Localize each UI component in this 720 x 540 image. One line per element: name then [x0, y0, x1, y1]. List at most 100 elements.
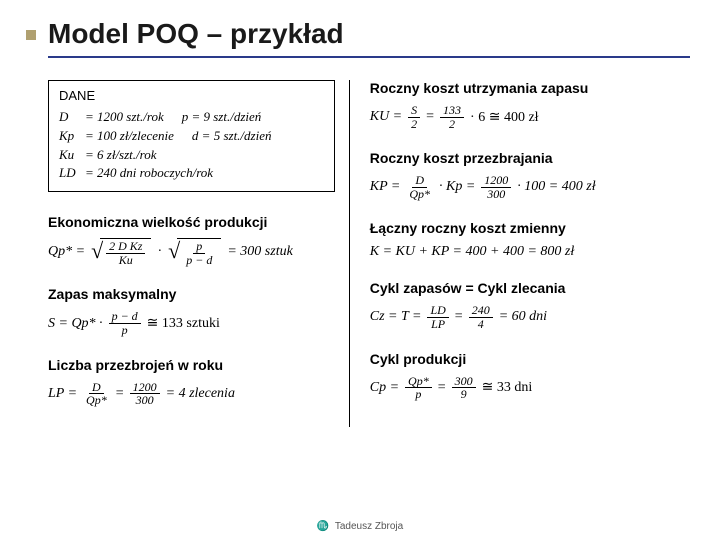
data-value: = 240 dni roboczych/rok: [85, 164, 213, 183]
data-row: D = 1200 szt./rok p = 9 szt./dzień: [59, 108, 324, 127]
content-columns: DANE D = 1200 szt./rok p = 9 szt./dzień …: [48, 80, 690, 427]
fraction: 240 4: [469, 304, 493, 330]
fraction: 2 D Kz Ku: [106, 240, 145, 266]
formula-rhs: ≅ 133 sztuki: [147, 315, 220, 332]
section-total-cost: Łączny roczny koszt zmienny K = KU + KP …: [370, 220, 690, 260]
frac-num: 2 D Kz: [106, 240, 145, 254]
formula-rhs: = 4 zlecenia: [166, 386, 235, 402]
data-symbol: Kp: [59, 127, 85, 146]
fraction: 1200 300: [130, 381, 160, 407]
formula-expr: K = KU + KP = 400 + 400 = 800 zł: [370, 244, 575, 260]
formula-production-cycle: Cp = Qp* p = 300 9 ≅ 33 dni: [370, 375, 690, 401]
frac-num: 240: [469, 304, 493, 318]
frac-den: Ku: [116, 254, 136, 267]
data-row: LD = 240 dni roboczych/rok: [59, 164, 324, 183]
fraction: S 2: [408, 104, 420, 130]
formula-lhs: Qp* =: [48, 244, 85, 260]
data-value: = 100 zł/zlecenie: [85, 127, 174, 146]
frac-den: LP: [428, 318, 448, 331]
formula-setup-cost: KP = D Qp* · Kp = 1200 300 · 100 = 400 z…: [370, 174, 690, 200]
formula-lhs: LP =: [48, 386, 77, 402]
frac-den: 300: [484, 188, 508, 201]
section-heading: Cykl produkcji: [370, 351, 690, 367]
frac-den: 2: [446, 118, 458, 131]
data-value: = 6 zł/szt./rok: [85, 146, 157, 165]
frac-den: 300: [133, 394, 157, 407]
frac-num: 1200: [481, 174, 511, 188]
formula-holding-cost: KU = S 2 = 133 2 · 6 ≅ 400 zł: [370, 104, 690, 130]
section-heading: Zapas maksymalny: [48, 286, 335, 302]
fraction: D Qp*: [83, 381, 110, 407]
frac-den: Qp*: [83, 394, 110, 407]
frac-den: p: [412, 388, 424, 401]
section-heading: Roczny koszt utrzymania zapasu: [370, 80, 690, 96]
title-bar: Model POQ – przykład: [48, 18, 690, 58]
data-box: DANE D = 1200 szt./rok p = 9 szt./dzień …: [48, 80, 335, 192]
formula-total-cost: K = KU + KP = 400 + 400 = 800 zł: [370, 244, 690, 260]
data-symbol: LD: [59, 164, 85, 183]
formula-max-stock: S = Qp* · p − d p ≅ 133 sztuki: [48, 310, 335, 336]
formula-rhs: · 6 ≅ 400 zł: [470, 109, 539, 126]
section-setups: Liczba przezbrojeń w roku LP = D Qp* = 1…: [48, 357, 335, 407]
frac-den: 2: [408, 118, 420, 131]
fraction: 133 2: [440, 104, 464, 130]
data-extra: d = 5 szt./dzień: [192, 127, 272, 146]
data-heading: DANE: [59, 87, 324, 106]
formula-rhs: = 60 dni: [499, 309, 547, 325]
section-production-cycle: Cykl produkcji Cp = Qp* p = 300 9 ≅ 33 d…: [370, 351, 690, 401]
formula-lhs: KP =: [370, 179, 401, 195]
fraction: LD LP: [427, 304, 448, 330]
data-symbol: D: [59, 108, 85, 127]
footer: ♏ Tadeusz Zbroja: [0, 521, 720, 532]
fraction: 1200 300: [481, 174, 511, 200]
fraction: p p − d: [183, 240, 215, 266]
sqrt-icon: 2 D Kz Ku: [91, 238, 151, 266]
frac-num: LD: [427, 304, 448, 318]
formula-rhs: = 300 sztuk: [227, 244, 292, 260]
fraction: D Qp*: [406, 174, 433, 200]
frac-num: 300: [452, 375, 476, 389]
fraction: 300 9: [452, 375, 476, 401]
frac-num: p − d: [109, 310, 141, 324]
data-row: Ku = 6 zł/szt./rok: [59, 146, 324, 165]
section-heading: Liczba przezbrojeń w roku: [48, 357, 335, 373]
sqrt-icon: p p − d: [168, 238, 221, 266]
frac-num: Qp*: [405, 375, 432, 389]
slide-title: Model POQ – przykład: [48, 18, 690, 50]
frac-num: D: [89, 381, 104, 395]
frac-den: 4: [475, 318, 487, 331]
data-extra: p = 9 szt./dzień: [182, 108, 262, 127]
formula-cycle-stock: Cz = T = LD LP = 240 4 = 60 dni: [370, 304, 690, 330]
slide: Model POQ – przykład DANE D = 1200 szt./…: [0, 0, 720, 540]
formula-mid: · Kp =: [439, 179, 475, 195]
frac-den: p: [119, 324, 131, 337]
frac-num: 1200: [130, 381, 160, 395]
fraction: p − d p: [109, 310, 141, 336]
right-column: Roczny koszt utrzymania zapasu KU = S 2 …: [350, 80, 690, 427]
section-heading: Cykl zapasów = Cykl zlecania: [370, 280, 690, 296]
formula-setups: LP = D Qp* = 1200 300 = 4 zlecenia: [48, 381, 335, 407]
left-column: DANE D = 1200 szt./rok p = 9 szt./dzień …: [48, 80, 350, 427]
section-cycle-stock: Cykl zapasów = Cykl zlecania Cz = T = LD…: [370, 280, 690, 330]
section-epq: Ekonomiczna wielkość produkcji Qp* = 2 D…: [48, 214, 335, 266]
section-max-stock: Zapas maksymalny S = Qp* · p − d p ≅ 133…: [48, 286, 335, 336]
section-heading: Ekonomiczna wielkość produkcji: [48, 214, 335, 230]
formula-lhs: Cz = T =: [370, 309, 422, 325]
formula-lhs: KU =: [370, 109, 402, 125]
section-heading: Łączny roczny koszt zmienny: [370, 220, 690, 236]
frac-num: S: [408, 104, 420, 118]
section-heading: Roczny koszt przezbrajania: [370, 150, 690, 166]
formula-rhs: ≅ 33 dni: [482, 379, 533, 396]
frac-den: Qp*: [406, 188, 433, 201]
frac-num: p: [193, 240, 205, 254]
formula-lhs: S = Qp* ·: [48, 316, 103, 332]
frac-den: p − d: [183, 254, 215, 267]
formula-lhs: Cp =: [370, 380, 399, 396]
footer-author: Tadeusz Zbroja: [335, 521, 403, 532]
frac-num: D: [412, 174, 427, 188]
footer-icon: ♏: [317, 521, 329, 532]
section-setup-cost: Roczny koszt przezbrajania KP = D Qp* · …: [370, 150, 690, 200]
formula-epq: Qp* = 2 D Kz Ku · p: [48, 238, 335, 266]
fraction: Qp* p: [405, 375, 432, 401]
frac-num: 133: [440, 104, 464, 118]
